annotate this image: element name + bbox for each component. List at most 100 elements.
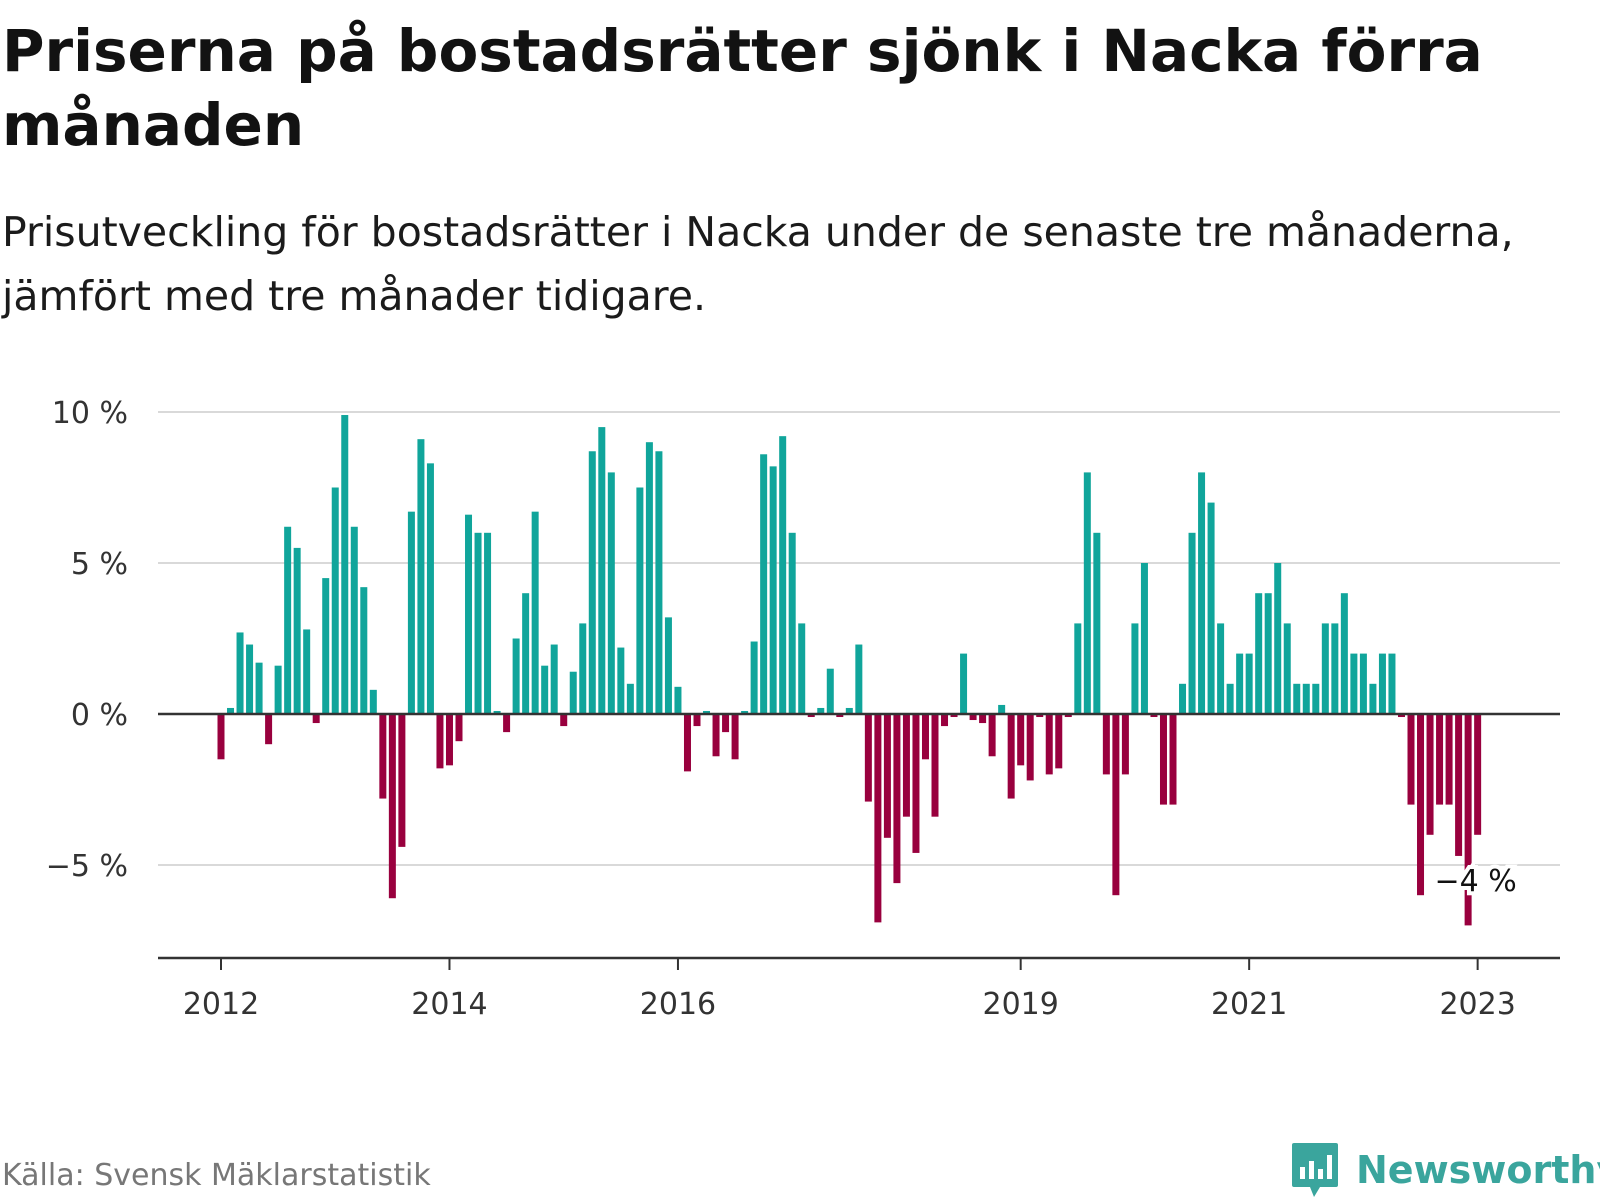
- bar: [1064, 714, 1072, 718]
- bar: [588, 451, 596, 714]
- bar: [760, 454, 768, 714]
- bar: [1188, 532, 1196, 714]
- bar: [931, 714, 939, 817]
- bar: [864, 714, 872, 802]
- bar: [807, 714, 815, 718]
- bar: [769, 466, 777, 714]
- bar: [683, 714, 691, 772]
- bar: [731, 714, 739, 760]
- bar: [322, 578, 330, 714]
- bar: [645, 442, 653, 714]
- bar: [607, 472, 615, 714]
- bar: [541, 665, 549, 714]
- bar: [227, 707, 235, 714]
- bar: [1312, 683, 1320, 714]
- bar: [722, 714, 730, 733]
- bar: [493, 710, 501, 714]
- bar: [550, 644, 558, 714]
- bar: [1474, 714, 1482, 835]
- bar: [1359, 653, 1367, 714]
- bar: [693, 714, 701, 727]
- bar: [484, 532, 492, 714]
- x-tick-label: 2014: [411, 987, 487, 1022]
- brand-name: Newsworthy: [1356, 1148, 1600, 1192]
- bar: [360, 587, 368, 714]
- newsworthy-logo-icon: [1292, 1143, 1338, 1197]
- chart-subtitle: Prisutveckling för bostadsrätter i Nacka…: [2, 208, 1514, 320]
- bar: [1455, 714, 1463, 856]
- bar: [474, 532, 482, 714]
- bar: [236, 632, 244, 714]
- bar: [941, 714, 949, 727]
- axes: [158, 712, 1560, 970]
- bar: [293, 547, 301, 714]
- bar: [1302, 683, 1310, 714]
- bar: [988, 714, 996, 757]
- bar: [1207, 502, 1215, 714]
- bars: [217, 415, 1482, 926]
- bar: [1245, 653, 1253, 714]
- bar: [788, 532, 796, 714]
- y-tick-label: 10 %: [52, 396, 128, 431]
- bar: [426, 463, 434, 714]
- bar: [845, 707, 853, 714]
- bar: [1112, 714, 1120, 896]
- bar: [874, 714, 882, 923]
- bar: [664, 617, 672, 714]
- bar: [1179, 683, 1187, 714]
- bar: [1369, 683, 1377, 714]
- bar: [1397, 714, 1405, 718]
- y-tick-label: −5 %: [46, 849, 128, 884]
- bar-chart: 10 % 5 % 0 % −5 % 2012 2014 2016 2019 2021 2023 −4…: [46, 396, 1560, 1022]
- bar: [712, 714, 720, 757]
- bar: [341, 415, 349, 714]
- bar: [1150, 714, 1158, 718]
- bar: [512, 638, 520, 714]
- bar: [369, 689, 377, 714]
- chart-title: Priserna på bostadsrätter sjönk i Nacka …: [2, 17, 1483, 159]
- x-tick-label: 2012: [183, 987, 259, 1022]
- bar: [1159, 714, 1167, 805]
- bar: [1283, 623, 1291, 714]
- bar: [1026, 714, 1034, 781]
- bar: [569, 671, 577, 714]
- x-tick-label: 2023: [1439, 987, 1515, 1022]
- bar: [284, 526, 292, 714]
- bar: [1321, 623, 1329, 714]
- bar: [274, 665, 282, 714]
- bar: [1445, 714, 1453, 805]
- bar: [379, 714, 387, 799]
- bar: [741, 710, 749, 714]
- bar: [265, 714, 273, 745]
- bar: [1388, 653, 1396, 714]
- bar: [1017, 714, 1025, 766]
- bar: [779, 436, 787, 714]
- bar: [1407, 714, 1415, 805]
- bar: [703, 710, 711, 714]
- bar: [1331, 623, 1339, 714]
- bar: [1264, 593, 1272, 714]
- x-tick-label: 2016: [640, 987, 716, 1022]
- bar: [303, 629, 311, 714]
- bar: [445, 714, 453, 766]
- bar: [836, 714, 844, 718]
- bar: [1036, 714, 1044, 718]
- bar: [1293, 683, 1301, 714]
- bar: [1074, 623, 1082, 714]
- bar: [1350, 653, 1358, 714]
- bar: [398, 714, 406, 847]
- source-note: Källa: Svensk Mäklarstatistik: [2, 1158, 431, 1193]
- bar: [1255, 593, 1263, 714]
- bar: [1140, 563, 1148, 714]
- bar: [417, 439, 425, 714]
- bar: [255, 662, 263, 714]
- bar: [350, 526, 358, 714]
- bar: [455, 714, 463, 742]
- x-tick-label: 2019: [983, 987, 1059, 1022]
- bar: [217, 714, 225, 760]
- bar: [522, 593, 530, 714]
- bar: [912, 714, 920, 853]
- bar: [998, 704, 1006, 714]
- brand-logo: Newsworthy: [1290, 1140, 1600, 1200]
- bar: [817, 707, 825, 714]
